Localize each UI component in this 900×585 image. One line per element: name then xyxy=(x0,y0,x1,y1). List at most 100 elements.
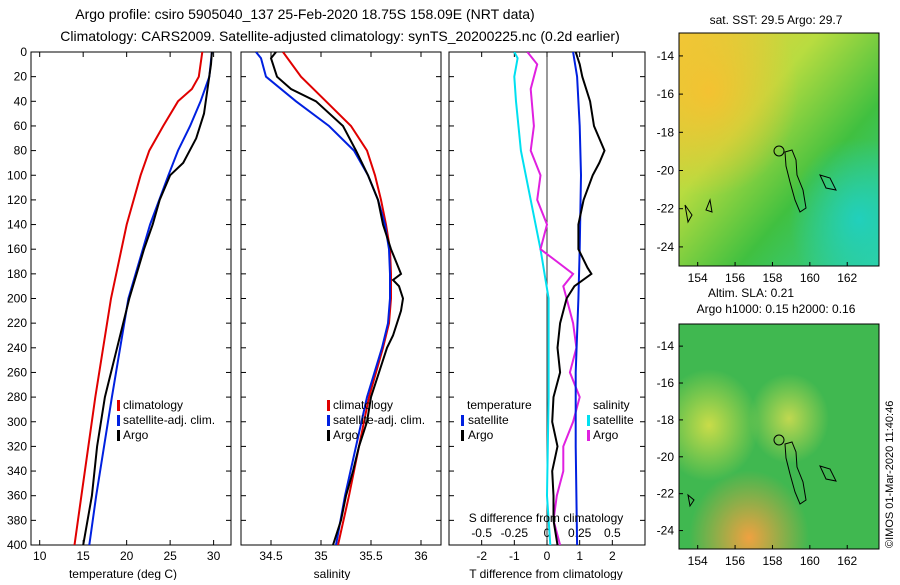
sla-map-ticks: 154 156 158 160 162 -14 -16 -18 -20 -22 -24 xyxy=(657,339,858,568)
legend-label-s-argo: Argo xyxy=(593,428,619,442)
figure-title-line2: Climatology: CARS2009. Satellite-adjuste… xyxy=(60,28,620,44)
x-tick-label: 10 xyxy=(33,549,47,563)
series-line-s-argo xyxy=(551,52,606,545)
depth-tick-label: 320 xyxy=(7,439,27,453)
x-tick-label: 20 xyxy=(120,549,134,563)
salinity-panel-frame xyxy=(240,51,442,546)
legend-swatch-climatology xyxy=(117,400,120,411)
sla-map-title: Altim. SLA: 0.21 xyxy=(708,286,794,300)
map-y-tick-label: -22 xyxy=(657,202,675,216)
series-line-satellite-adj-clim- xyxy=(88,52,213,545)
sst-map-title: sat. SST: 29.5 Argo: 29.7 xyxy=(710,13,843,27)
temperature-xlabel: temperature (deg C) xyxy=(69,567,177,580)
depth-tick-label: 340 xyxy=(7,464,27,478)
series-line-satellite-adj-clim- xyxy=(255,52,391,545)
sst-map-ticks: 154 156 158 160 162 -14 -16 -18 -20 -22 -24 xyxy=(657,49,858,285)
map-x-tick-label: 158 xyxy=(762,271,782,285)
sst-map-profile-marker xyxy=(773,145,785,157)
sla-map-warm-region-3 xyxy=(679,324,879,549)
depth-tick-labels: 0 20 40 60 80 100 120 140 160 180 200 220 240 260 280 3… xyxy=(7,45,645,552)
depth-tick-label: 360 xyxy=(7,489,27,503)
x-tick-label: 0 xyxy=(544,549,551,563)
map-x-tick-label: 156 xyxy=(725,271,745,285)
depth-tick-label: 220 xyxy=(7,316,27,330)
salinity-series: 34.5 35 35.5 36 xyxy=(255,52,428,563)
depth-tick-label: 400 xyxy=(7,538,27,552)
legend-swatch-t-argo xyxy=(461,430,464,441)
legend-label-climatology: climatology xyxy=(333,398,393,412)
sla-map-profile-marker xyxy=(773,434,785,446)
depth-tick-label: 20 xyxy=(14,70,28,84)
legend-label-argo: Argo xyxy=(123,428,149,442)
depth-tick-label: 160 xyxy=(7,242,27,256)
legend-title-salinity: salinity xyxy=(593,398,630,412)
legend-label-s-satellite: satellite xyxy=(593,413,634,427)
map-y-tick-label: -20 xyxy=(657,450,675,464)
map-y-tick-label: -24 xyxy=(657,524,675,538)
map-x-tick-label: 154 xyxy=(688,271,708,285)
figure-title-line1: Argo profile: csiro 5905040_137 25-Feb-2… xyxy=(75,6,534,22)
x-tick-label: 25 xyxy=(163,549,177,563)
legend-swatch-t-satellite xyxy=(461,415,464,426)
sst-map-frame xyxy=(678,32,880,267)
map-y-tick-label: -16 xyxy=(657,376,675,390)
depth-tick-label: 180 xyxy=(7,267,27,281)
legend-label-argo: Argo xyxy=(333,428,359,442)
depth-tick-label: 240 xyxy=(7,341,27,355)
map-x-tick-label: 160 xyxy=(800,554,820,568)
map-y-tick-label: -22 xyxy=(657,487,675,501)
x2-tick-label: -0.25 xyxy=(501,526,529,540)
series-line-t-satellite xyxy=(513,52,552,545)
salinity-legend: climatology satellite-adj. clim. Argo xyxy=(327,398,425,442)
difference-series: -2 -1 0 1 2-0.5 -0.25 0 0.25 0.5 xyxy=(471,52,621,563)
x-tick-label: -2 xyxy=(476,549,487,563)
legend-swatch-argo xyxy=(327,430,330,441)
legend-swatch-s-argo xyxy=(587,430,590,441)
map-y-tick-label: -20 xyxy=(657,164,675,178)
legend-swatch-climatology xyxy=(327,400,330,411)
depth-tick-label: 280 xyxy=(7,390,27,404)
map-x-tick-label: 160 xyxy=(800,271,820,285)
sla-map-coastline xyxy=(687,441,837,508)
x-tick-label: 35.5 xyxy=(359,549,383,563)
map-y-tick-label: -14 xyxy=(657,49,675,63)
difference-legend: temperature satellite Argo salinity sate… xyxy=(461,398,634,442)
depth-tick-label: 300 xyxy=(7,415,27,429)
depth-tick-label: 120 xyxy=(7,193,27,207)
series-line-argo xyxy=(269,52,405,545)
x-tick-label: 2 xyxy=(609,549,616,563)
depth-tick-label: 0 xyxy=(20,45,27,59)
legend-swatch-satellite xyxy=(117,415,120,426)
salinity-xlabel: salinity xyxy=(314,567,351,580)
x-tick-label: -1 xyxy=(509,549,520,563)
x-tick-label: 34.5 xyxy=(259,549,283,563)
x-tick-label: 30 xyxy=(207,549,221,563)
x2-tick-label: -0.5 xyxy=(471,526,492,540)
legend-title-temperature: temperature xyxy=(467,398,532,412)
depth-tick-label: 60 xyxy=(14,119,28,133)
x-tick-label: 15 xyxy=(76,549,90,563)
depth-tick-label: 200 xyxy=(7,292,27,306)
map-x-tick-label: 156 xyxy=(725,554,745,568)
series-line-argo xyxy=(82,52,213,545)
map-x-tick-label: 154 xyxy=(688,554,708,568)
temperature-series: 10 15 20 25 30 xyxy=(33,52,221,563)
map-y-tick-label: -24 xyxy=(657,240,675,254)
difference-xlabel: T difference from climatology xyxy=(469,567,623,580)
sla-map-frame xyxy=(678,323,880,550)
map-y-tick-label: -14 xyxy=(657,339,675,353)
sst-map xyxy=(678,32,880,267)
series-line-t-argo xyxy=(526,52,581,545)
depth-tick-label: 40 xyxy=(14,94,28,108)
x2-tick-label: 0.25 xyxy=(568,526,592,540)
map-y-tick-label: -16 xyxy=(657,87,675,101)
series-line-climatology xyxy=(282,52,392,545)
difference-x2label: S difference from climatology xyxy=(469,511,624,525)
legend-label-t-satellite: satellite xyxy=(468,413,509,427)
depth-tick-label: 380 xyxy=(7,513,27,527)
map-x-tick-label: 162 xyxy=(837,271,857,285)
legend-swatch-s-satellite xyxy=(587,415,590,426)
map-y-tick-label: -18 xyxy=(657,413,675,427)
temperature-legend: climatology satellite-adj. clim. Argo xyxy=(117,398,215,442)
